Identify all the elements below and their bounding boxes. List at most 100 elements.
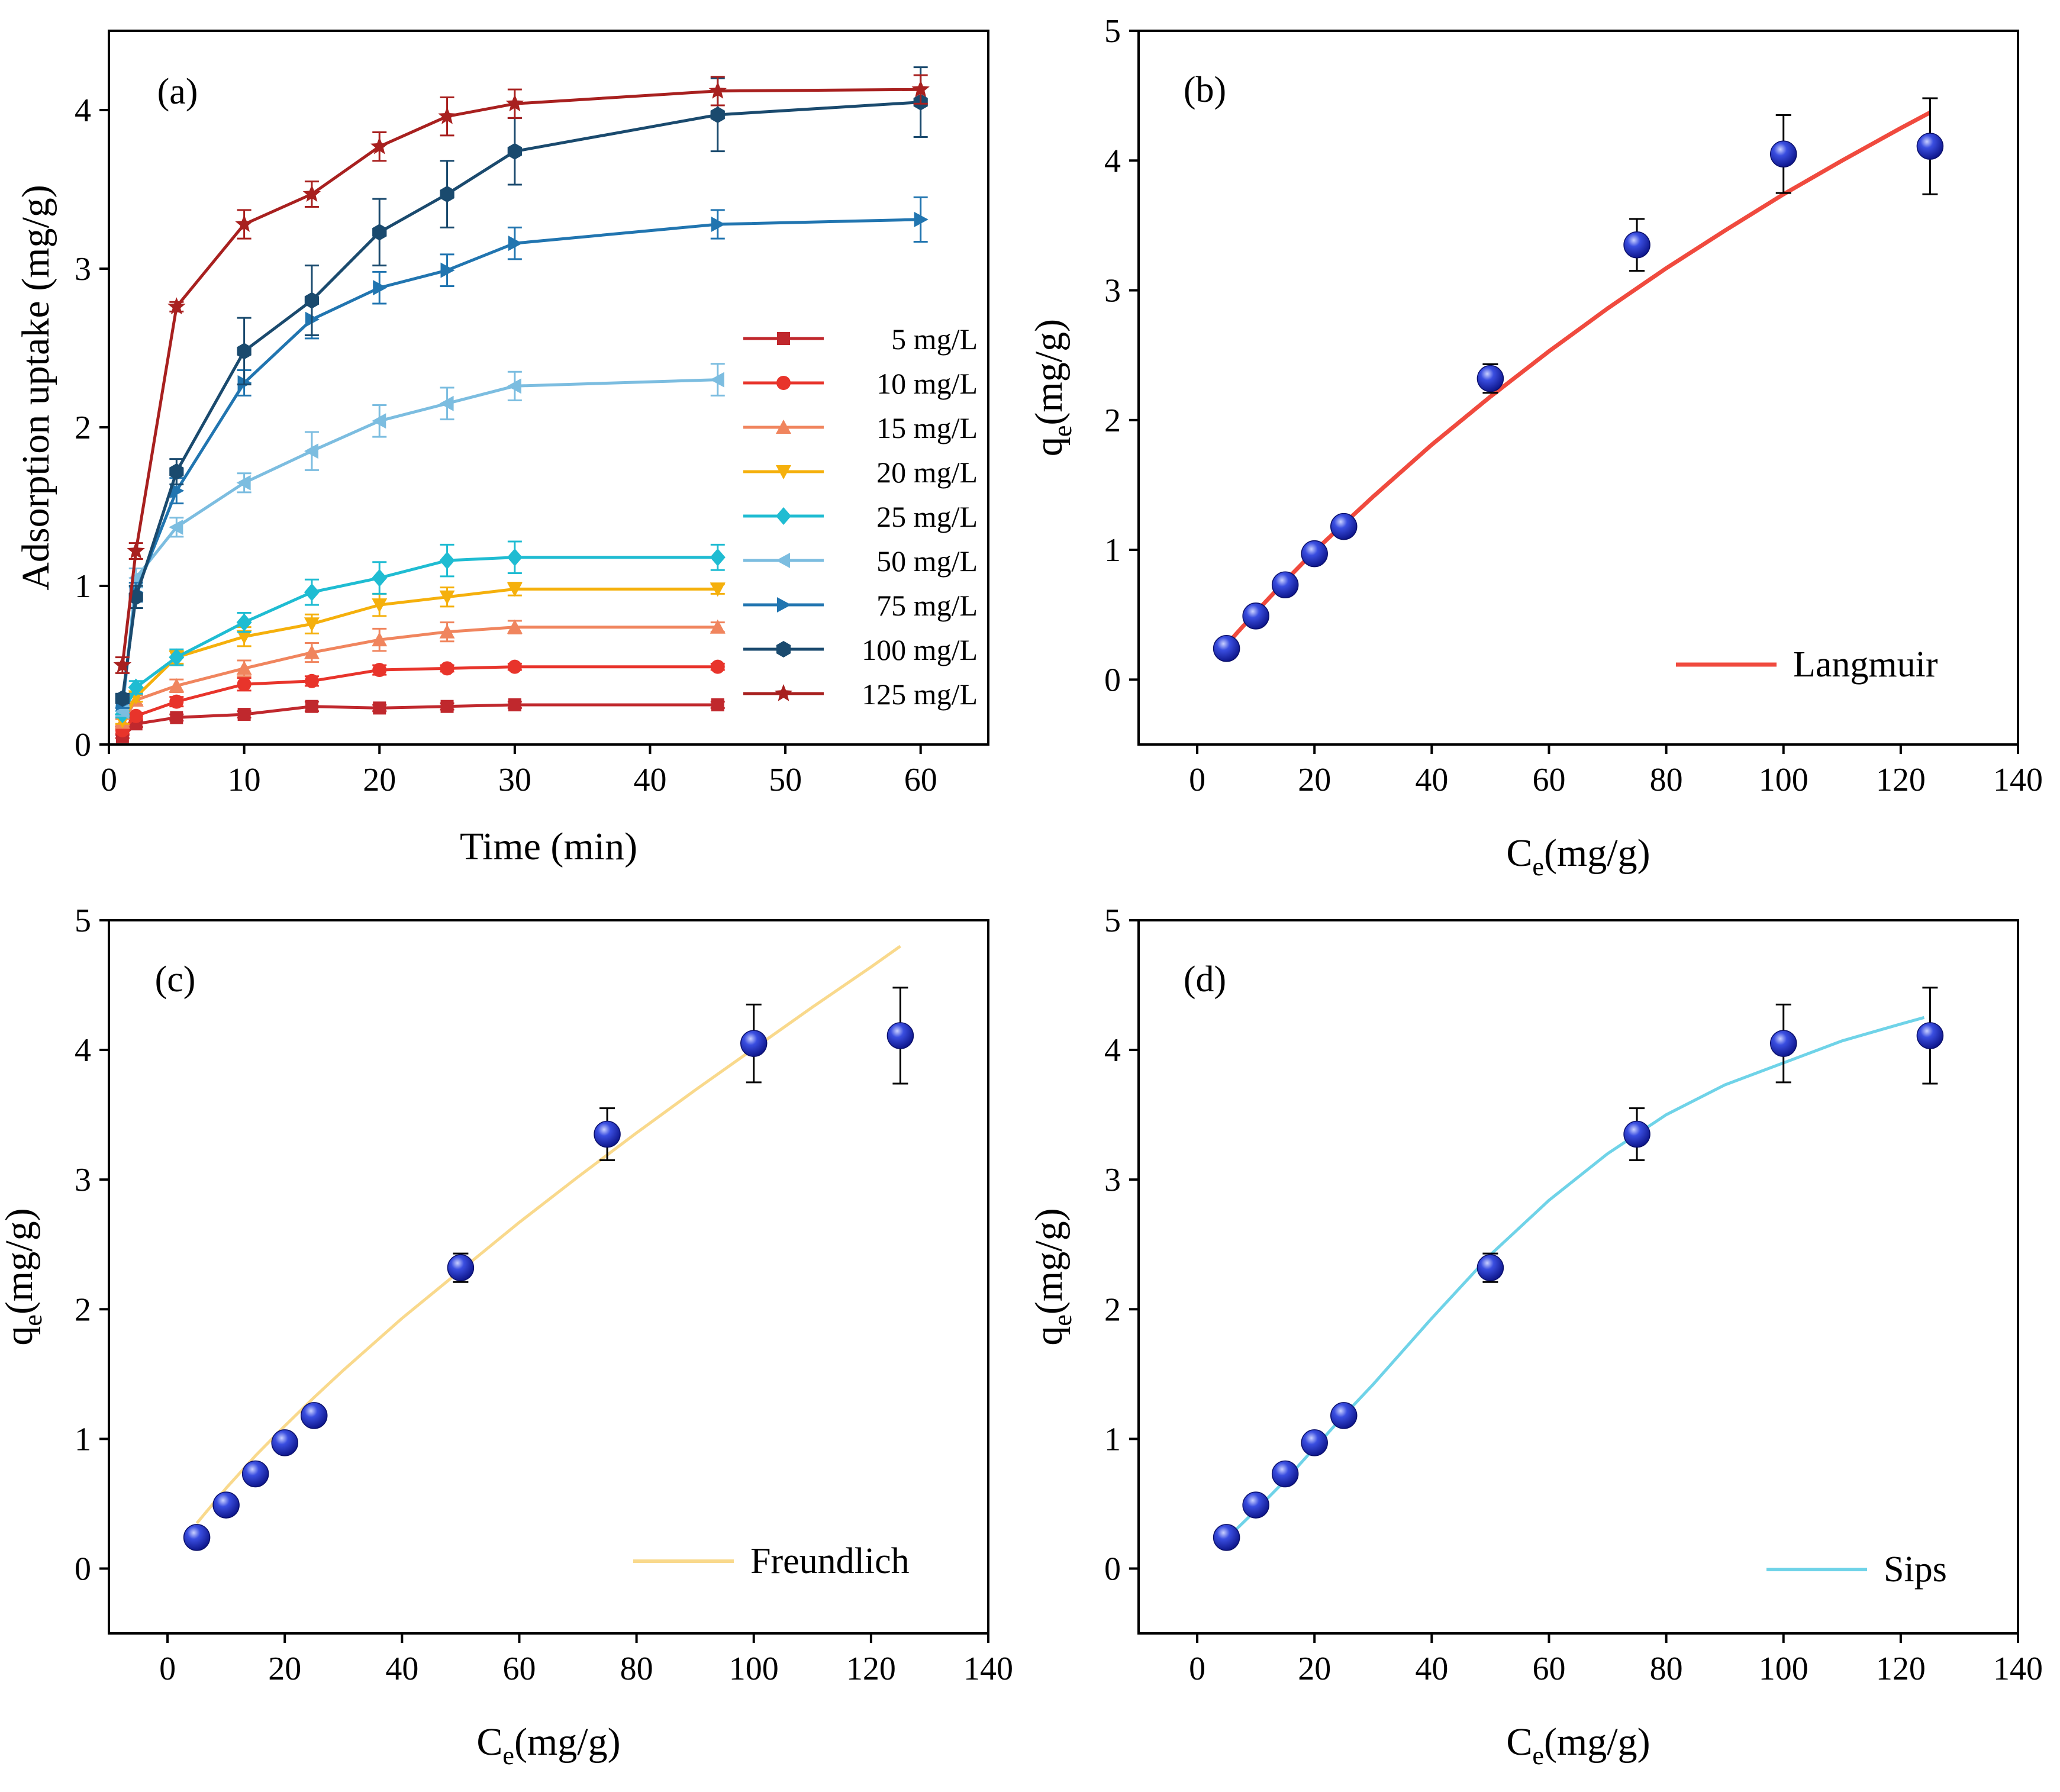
panel-label: (b) [1184,70,1226,110]
series-line [121,587,718,722]
data-point [115,690,130,707]
data-point [304,673,319,688]
data-point [128,678,144,697]
data-point [1477,365,1504,392]
data-point [1916,133,1944,160]
data-point [170,483,185,499]
data-point [594,1120,621,1148]
y-tick-label: 3 [75,1162,91,1198]
x-tick-label: 20 [1298,762,1331,798]
y-axis-subscript: e [1048,1314,1077,1326]
x-axis-subscript: e [1532,1741,1544,1770]
data-point [710,659,725,674]
data-point [710,619,726,634]
x-tick-label: 40 [1415,1651,1448,1687]
legend-marker [776,420,791,434]
x-tick-label: 40 [385,1651,418,1687]
x-tick-label: 20 [1298,1651,1331,1687]
x-tick-label: 40 [1415,762,1448,798]
legend-marker [776,507,791,525]
plot-frame [1137,919,2019,1635]
data-point [236,660,252,675]
data-point [886,1022,914,1049]
x-axis-title: Ce(mg/g) [1506,1720,1650,1770]
data-point [235,215,253,232]
y-tick-label: 5 [1104,903,1121,939]
data-point [1477,1254,1504,1281]
legend-label: 100 mg/L [862,633,978,666]
x-tick-label: 20 [363,762,396,798]
data-point [305,700,318,713]
data-point [300,1402,328,1429]
x-tick-label: 120 [846,1651,896,1687]
x-tick-label: 140 [1993,1651,2043,1687]
data-point [237,343,252,360]
data-point [710,107,725,123]
panel-label: (c) [155,959,196,1000]
series-25-mg-L [114,540,726,724]
data-point [507,548,523,566]
data-point [113,656,132,673]
x-tick-label: 40 [633,762,666,798]
data-point [1271,1460,1299,1488]
fit-legend-label: Sips [1884,1549,1947,1590]
y-tick-label: 4 [75,1032,91,1069]
data-point [1330,513,1358,540]
x-axis-unit: (mg/g) [514,1720,621,1764]
data-point [1623,231,1650,259]
y-tick-label: 1 [1104,532,1121,569]
data-point [1213,634,1240,662]
x-tick-label: 140 [1993,762,2043,798]
data-point [1213,1524,1240,1551]
x-axis-symbol: C [1506,1720,1532,1764]
panel-label: (a) [157,72,198,112]
y-tick-label: 0 [1104,1551,1121,1587]
data-point [169,694,184,709]
plot-frame [108,919,989,1635]
data-point [1330,1402,1358,1429]
legend-label: 25 mg/L [876,500,978,533]
x-tick-label: 120 [1876,762,1926,798]
legend-marker [776,597,791,613]
y-tick-label: 0 [75,727,91,763]
y-axis-unit: (mg/g) [0,1208,41,1314]
fit-legend-label: Freundlich [750,1541,910,1581]
legend-label: 5 mg/L [891,323,978,356]
y-axis-symbol: q [0,1326,41,1346]
data-point [183,1524,211,1551]
fit-legend: Langmuir [1676,644,1938,685]
plot-frame [108,30,989,746]
y-tick-label: 1 [75,568,91,605]
data-point [508,698,521,711]
data-point [1769,1030,1797,1057]
data-point [507,619,523,634]
data-point [304,583,320,601]
y-tick-label: 0 [1104,662,1121,698]
x-tick-label: 100 [1759,1651,1808,1687]
data-point [241,1460,269,1488]
legend-marker [776,465,791,479]
fit-curve-sips [1225,1016,1925,1540]
data-point [440,661,454,676]
x-axis-unit: (mg/g) [1544,1720,1650,1764]
x-tick-label: 30 [498,762,531,798]
data-point [373,701,386,715]
legend-marker [776,553,791,568]
data-point [304,292,319,309]
data-point [237,708,251,721]
data-point [439,552,455,570]
y-tick-label: 5 [1104,13,1121,50]
data-point [236,613,252,631]
data-point [304,644,320,659]
y-tick-label: 4 [75,92,91,129]
y-tick-label: 2 [1104,402,1121,439]
data-point [439,395,454,411]
panel-label: (d) [1184,959,1226,1000]
data-point [169,519,183,535]
y-axis-symbol: q [1027,437,1071,456]
data-point [372,598,388,613]
legend-label: 10 mg/L [876,367,978,400]
data-point [236,475,251,491]
data-point [370,137,389,154]
legend-label: 15 mg/L [876,411,978,444]
